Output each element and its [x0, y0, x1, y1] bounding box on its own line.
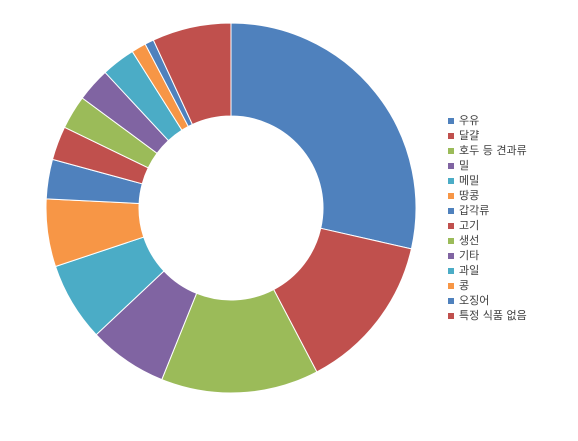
legend-swatch	[448, 117, 454, 124]
legend-item: 특정 식품 없음	[448, 308, 573, 323]
legend-label: 고기	[459, 219, 480, 232]
legend-item: 밀	[448, 158, 573, 173]
legend-item: 달걀	[448, 128, 573, 143]
legend-label: 과일	[459, 264, 480, 277]
legend-item: 우유	[448, 113, 573, 128]
legend-swatch	[448, 162, 454, 169]
doughnut-slices	[45, 22, 417, 394]
legend-swatch	[448, 192, 454, 199]
legend-item: 생선	[448, 233, 573, 248]
legend-item: 갑각류	[448, 203, 573, 218]
legend-swatch	[448, 237, 454, 244]
legend-item: 오징어	[448, 293, 573, 308]
legend-swatch	[448, 147, 454, 154]
legend-label: 특정 식품 없음	[459, 309, 527, 322]
legend-label: 오징어	[459, 294, 490, 307]
legend-item: 콩	[448, 278, 573, 293]
legend-label: 우유	[459, 114, 480, 127]
legend-swatch	[448, 207, 454, 214]
legend-swatch	[448, 282, 454, 289]
slice-14	[152, 22, 232, 126]
legend-item: 땅콩	[448, 188, 573, 203]
legend-swatch	[448, 222, 454, 229]
legend-label: 밀	[459, 159, 470, 172]
legend-label: 땅콩	[459, 189, 480, 202]
legend-swatch	[448, 177, 454, 184]
legend-label: 콩	[459, 279, 470, 292]
legend-swatch	[448, 132, 454, 139]
slice-1	[230, 22, 417, 250]
legend-swatch	[448, 267, 454, 274]
legend-label: 기타	[459, 249, 480, 262]
legend-swatch	[448, 312, 454, 319]
legend-item: 고기	[448, 218, 573, 233]
legend-label: 메밀	[459, 174, 480, 187]
legend-label: 갑각류	[459, 204, 490, 217]
legend-label: 달걀	[459, 129, 480, 142]
legend-item: 기타	[448, 248, 573, 263]
legend-item: 호두 등 견과류	[448, 143, 573, 158]
legend-item: 메밀	[448, 173, 573, 188]
slice-2	[273, 227, 413, 373]
slice-3	[161, 288, 318, 394]
legend-label: 호두 등 견과류	[459, 144, 527, 157]
legend-swatch	[448, 297, 454, 304]
legend-item: 과일	[448, 263, 573, 278]
legend-label: 생선	[459, 234, 480, 247]
legend-swatch	[448, 252, 454, 259]
